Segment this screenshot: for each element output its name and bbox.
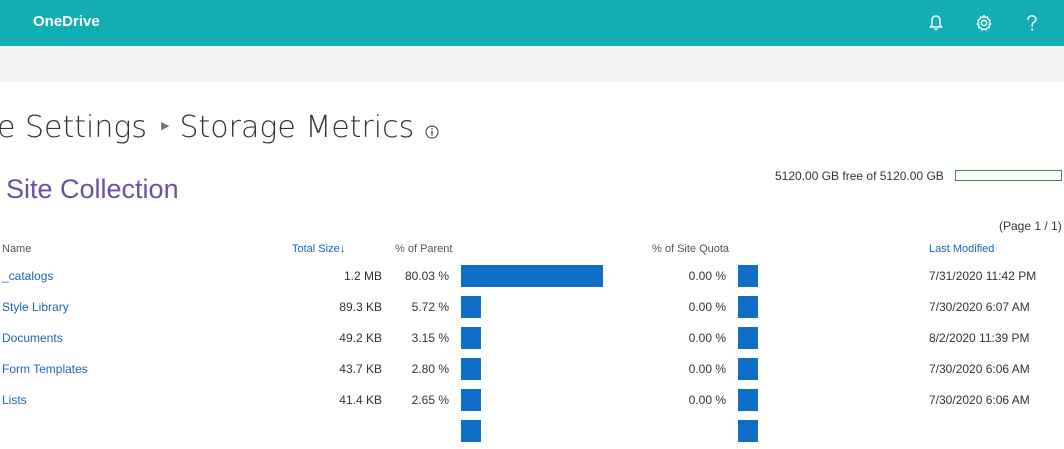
row-name-link[interactable]: Form Templates bbox=[2, 362, 88, 376]
info-icon[interactable] bbox=[425, 125, 439, 144]
row-last-modified: 7/30/2020 6:06 AM bbox=[929, 362, 1030, 376]
command-bar bbox=[0, 46, 1064, 82]
pct-quota-bar bbox=[738, 265, 758, 287]
row-total-size: 43.7 KB bbox=[339, 362, 382, 376]
row-name-link[interactable]: _catalogs bbox=[2, 269, 54, 283]
pct-quota-bar bbox=[738, 420, 758, 442]
gear-icon[interactable] bbox=[973, 12, 995, 34]
table-row: Form Templates 43.7 KB 2.80 % 0.00 % 7/3… bbox=[0, 356, 1064, 387]
page-title: Storage Metrics bbox=[179, 110, 415, 145]
pct-quota-bar bbox=[738, 327, 758, 349]
table-row: Lists 41.4 KB 2.65 % 0.00 % 7/30/2020 6:… bbox=[0, 387, 1064, 418]
row-name-link[interactable]: Style Library bbox=[2, 300, 69, 314]
row-pct-parent: 2.65 % bbox=[411, 393, 449, 407]
bell-icon[interactable] bbox=[925, 12, 947, 34]
pct-quota-bar bbox=[738, 389, 758, 411]
column-header-pct-quota: % of Site Quota bbox=[652, 243, 730, 255]
column-header-name: Name bbox=[2, 243, 32, 255]
breadcrumb-separator-icon: ▶ bbox=[161, 119, 170, 132]
quota-bar bbox=[955, 170, 1062, 181]
site-collection-title: Site Collection bbox=[6, 174, 179, 204]
pct-parent-bar bbox=[461, 358, 481, 380]
row-last-modified: 7/31/2020 11:42 PM bbox=[929, 269, 1037, 283]
row-pct-parent: 5.72 % bbox=[411, 300, 449, 314]
row-name-link[interactable]: Lists bbox=[2, 393, 27, 407]
breadcrumb: e Settings ▶ Storage Metrics bbox=[0, 110, 414, 145]
row-pct-parent: 3.15 % bbox=[411, 331, 449, 345]
row-pct-quota: 0.00 % bbox=[688, 393, 726, 407]
column-header-pct-parent: % of Parent bbox=[395, 243, 453, 255]
table-row: _catalogs 1.2 MB 80.03 % 0.00 % 7/31/202… bbox=[0, 263, 1064, 294]
breadcrumb-parent[interactable]: e Settings bbox=[0, 110, 147, 145]
row-last-modified: 8/2/2020 11:39 PM bbox=[929, 331, 1030, 345]
quota-text: 5120.00 GB free of 5120.00 GB bbox=[775, 169, 944, 183]
row-total-size: 49.2 KB bbox=[339, 331, 382, 345]
help-icon[interactable] bbox=[1021, 12, 1043, 34]
app-title[interactable]: OneDrive bbox=[33, 13, 100, 30]
row-last-modified: 7/30/2020 6:06 AM bbox=[929, 393, 1030, 407]
column-header-last-modified[interactable]: Last Modified bbox=[929, 243, 995, 255]
row-pct-quota: 0.00 % bbox=[688, 269, 726, 283]
pct-parent-bar bbox=[461, 265, 603, 287]
table-row bbox=[0, 418, 1064, 449]
row-total-size: 89.3 KB bbox=[339, 300, 382, 314]
pct-quota-bar bbox=[738, 358, 758, 380]
row-pct-quota: 0.00 % bbox=[688, 362, 726, 376]
row-pct-parent: 80.03 % bbox=[404, 269, 449, 283]
table-row: Style Library 89.3 KB 5.72 % 0.00 % 7/30… bbox=[0, 294, 1064, 325]
suite-header: OneDrive bbox=[0, 0, 1064, 46]
pct-quota-bar bbox=[738, 296, 758, 318]
pct-parent-bar bbox=[461, 389, 481, 411]
row-pct-quota: 0.00 % bbox=[688, 331, 726, 345]
row-name-link[interactable]: Documents bbox=[2, 331, 63, 345]
row-total-size: 41.4 KB bbox=[339, 393, 382, 407]
row-total-size: 1.2 MB bbox=[343, 269, 382, 283]
row-pct-parent: 2.80 % bbox=[411, 362, 449, 376]
column-header-total-size[interactable]: Total Size↓ bbox=[292, 243, 345, 255]
sort-down-arrow-icon: ↓ bbox=[339, 243, 346, 255]
pct-parent-bar bbox=[461, 420, 481, 442]
paging-indicator: (Page 1 / 1) bbox=[999, 219, 1062, 233]
total-size-label[interactable]: Total Size bbox=[292, 243, 340, 255]
row-pct-quota: 0.00 % bbox=[688, 300, 726, 314]
pct-parent-bar bbox=[461, 296, 481, 318]
pct-parent-bar bbox=[461, 327, 481, 349]
table-row: Documents 49.2 KB 3.15 % 0.00 % 8/2/2020… bbox=[0, 325, 1064, 356]
row-last-modified: 7/30/2020 6:07 AM bbox=[929, 300, 1030, 314]
